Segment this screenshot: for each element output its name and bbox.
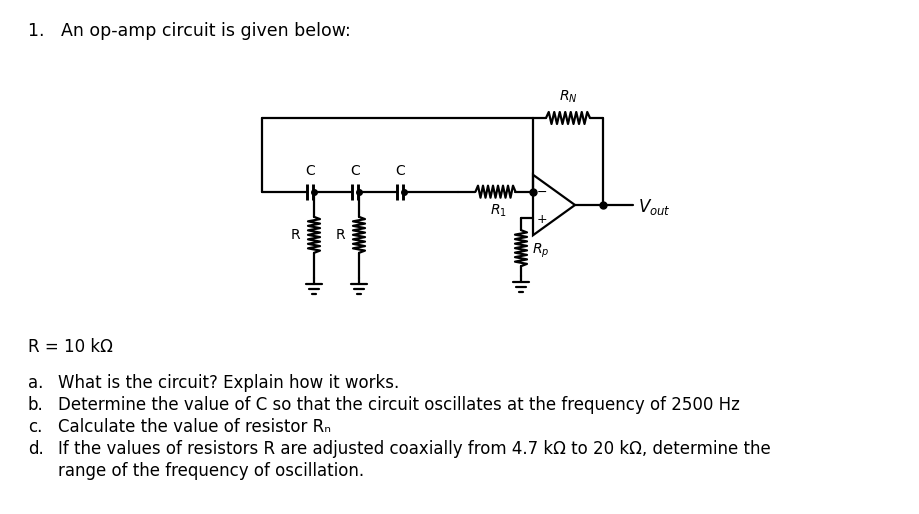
Text: C: C	[305, 163, 314, 178]
Text: b.: b.	[28, 396, 44, 414]
Text: d.: d.	[28, 440, 44, 458]
Text: If the values of resistors R are adjusted coaxially from 4.7 kΩ to 20 kΩ, determ: If the values of resistors R are adjuste…	[58, 440, 770, 458]
Text: $R_p$: $R_p$	[531, 242, 549, 260]
Text: Calculate the value of resistor Rₙ: Calculate the value of resistor Rₙ	[58, 418, 331, 436]
Text: a.: a.	[28, 374, 43, 392]
Text: What is the circuit? Explain how it works.: What is the circuit? Explain how it work…	[58, 374, 399, 392]
Text: R: R	[335, 228, 345, 242]
Text: c.: c.	[28, 418, 42, 436]
Text: +: +	[536, 213, 547, 226]
Text: $V_{out}$: $V_{out}$	[637, 197, 670, 217]
Text: C: C	[350, 163, 359, 178]
Text: $R_1$: $R_1$	[490, 203, 506, 219]
Text: Determine the value of C so that the circuit oscillates at the frequency of 2500: Determine the value of C so that the cir…	[58, 396, 739, 414]
Text: range of the frequency of oscillation.: range of the frequency of oscillation.	[58, 462, 364, 480]
Text: −: −	[536, 186, 547, 199]
Text: C: C	[394, 163, 404, 178]
Text: R: R	[290, 228, 300, 242]
Text: 1.   An op-amp circuit is given below:: 1. An op-amp circuit is given below:	[28, 22, 350, 40]
Text: $R_N$: $R_N$	[558, 88, 577, 105]
Text: R = 10 kΩ: R = 10 kΩ	[28, 338, 113, 356]
